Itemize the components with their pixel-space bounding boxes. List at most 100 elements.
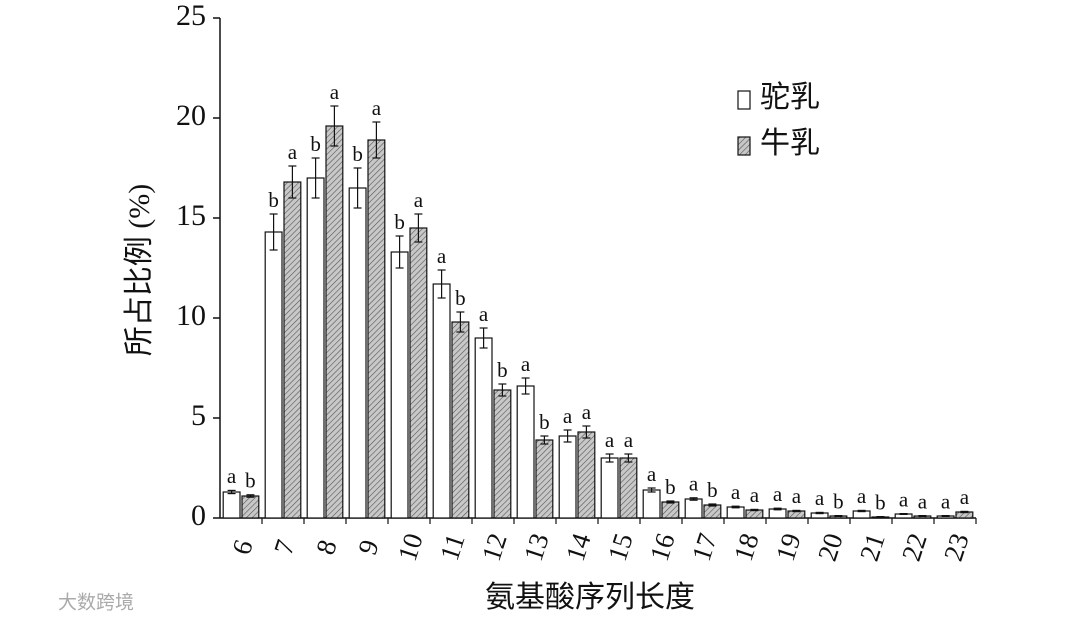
significance-letter: a	[899, 487, 909, 511]
error-bar	[899, 512, 908, 516]
legend-swatch	[737, 90, 751, 110]
bar	[642, 489, 661, 519]
significance-letter: b	[707, 478, 718, 502]
error-bar	[708, 503, 717, 507]
x-tick-label: 21	[854, 530, 891, 565]
significance-letter: a	[918, 489, 928, 513]
y-tick-label: 5	[191, 399, 206, 432]
error-bar	[582, 425, 591, 439]
significance-letter: a	[605, 428, 615, 452]
y-tick-label: 25	[176, 0, 206, 32]
error-bar	[834, 514, 843, 518]
error-bar	[330, 105, 339, 147]
bar	[535, 439, 554, 519]
significance-letter: a	[563, 404, 573, 428]
significance-letter: b	[394, 210, 405, 234]
x-tick-label: 17	[686, 530, 723, 565]
significance-letter: b	[665, 475, 676, 499]
x-tick-label: 11	[434, 530, 471, 564]
bar	[726, 506, 745, 519]
significance-letter: a	[479, 302, 489, 326]
significance-letter: a	[960, 485, 970, 509]
significance-letter: b	[245, 469, 256, 493]
significance-letter: a	[815, 486, 825, 510]
significance-letter: a	[582, 400, 592, 424]
x-tick-label: 12	[476, 530, 513, 565]
error-bar	[414, 213, 423, 243]
error-bar	[605, 453, 614, 463]
bar	[325, 125, 344, 519]
bar	[348, 187, 367, 519]
bar	[264, 231, 283, 519]
significance-letter: b	[833, 489, 844, 513]
x-tick-label: 19	[770, 530, 807, 565]
bar	[703, 504, 722, 519]
significance-letter: a	[647, 462, 657, 486]
bar	[451, 321, 470, 519]
significance-letter: a	[372, 96, 382, 120]
error-bar	[563, 429, 572, 443]
x-tick-label: 10	[392, 530, 429, 565]
error-bar	[521, 377, 530, 395]
bar	[409, 227, 428, 519]
x-tick-label: 23	[938, 530, 975, 565]
x-tick-label: 20	[812, 530, 849, 565]
x-tick-label: 13	[518, 530, 555, 565]
bar	[283, 181, 302, 519]
bar	[600, 457, 619, 519]
significance-letter: b	[539, 410, 550, 434]
error-bar	[689, 497, 698, 501]
error-bar	[288, 165, 297, 199]
legend-label: 牛乳	[760, 127, 820, 160]
error-bar	[773, 507, 782, 511]
bar	[577, 431, 596, 519]
error-bar	[941, 514, 950, 518]
error-bar	[624, 453, 633, 463]
bar	[516, 385, 535, 519]
error-bar	[353, 167, 362, 209]
x-tick-label: 7	[268, 536, 301, 558]
error-bar	[666, 500, 675, 504]
error-bar	[498, 383, 507, 397]
x-tick-label: 16	[644, 530, 681, 565]
significance-letter: a	[414, 188, 424, 212]
significance-letter: a	[731, 480, 741, 504]
y-axis-label: 所占比例 (%)	[123, 184, 156, 356]
error-bar	[792, 509, 801, 513]
bar	[558, 435, 577, 519]
bar	[432, 283, 451, 519]
error-bar	[960, 510, 969, 514]
significance-letter: a	[437, 244, 447, 268]
error-bar	[227, 489, 236, 495]
significance-letter: b	[352, 142, 363, 166]
significance-letter: a	[624, 428, 634, 452]
x-tick-label: 8	[310, 536, 343, 558]
significance-letter: a	[792, 484, 802, 508]
legend-swatch	[737, 136, 751, 156]
significance-letter: b	[455, 286, 466, 310]
error-bar	[311, 157, 320, 199]
y-tick-label: 10	[176, 299, 206, 332]
bar	[390, 251, 409, 519]
error-bar	[750, 508, 759, 512]
significance-letter: a	[941, 489, 951, 513]
error-bar	[647, 487, 656, 493]
error-bar	[857, 509, 866, 513]
error-bar	[731, 505, 740, 509]
error-bar	[876, 515, 885, 519]
error-bar	[437, 269, 446, 299]
significance-letter: a	[330, 80, 340, 104]
x-tick-label: 6	[226, 536, 259, 558]
bar	[306, 177, 325, 519]
error-bar	[246, 494, 255, 498]
bar	[684, 498, 703, 519]
watermark: 大数跨境	[58, 592, 134, 614]
error-bar	[395, 235, 404, 269]
y-tick-label: 0	[191, 499, 206, 532]
x-tick-label: 15	[602, 530, 639, 565]
error-bar	[815, 511, 824, 515]
significance-letter: a	[750, 483, 760, 507]
error-bar	[918, 514, 927, 518]
error-bar	[372, 121, 381, 159]
significance-letter: a	[857, 484, 867, 508]
